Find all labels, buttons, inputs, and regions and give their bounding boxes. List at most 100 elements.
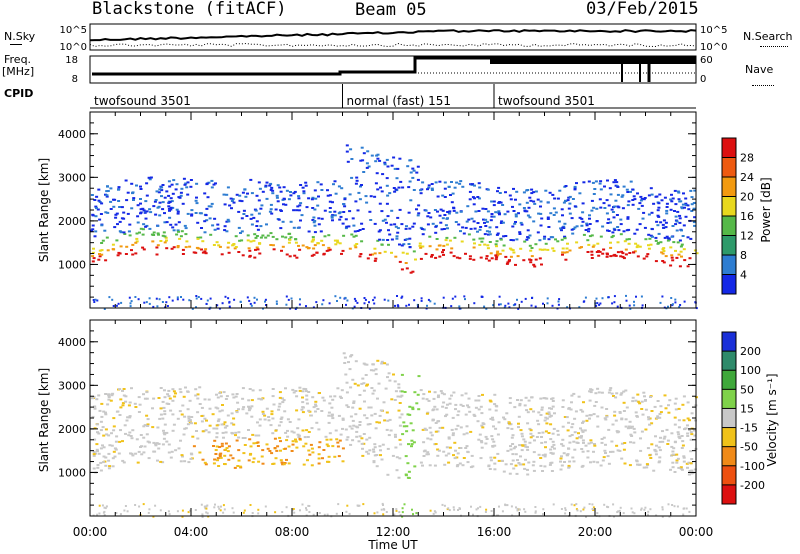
rti-cell	[631, 400, 635, 403]
rti-cell	[481, 426, 485, 429]
rti-cell	[173, 395, 177, 398]
rti-cell	[474, 210, 478, 213]
rti-cell	[176, 246, 180, 249]
rti-cell	[395, 508, 398, 511]
rti-cell	[423, 427, 427, 430]
rti-cell	[404, 227, 408, 230]
rti-cell	[174, 392, 177, 395]
rti-cell	[235, 411, 239, 414]
rti-cell	[543, 465, 547, 468]
rti-cell	[218, 392, 222, 395]
rti-cell	[205, 302, 208, 305]
rti-cell	[682, 455, 686, 458]
rti-cell	[217, 465, 221, 467]
rti-cell	[296, 226, 300, 229]
rti-cell	[328, 207, 332, 209]
rti-cell	[419, 389, 423, 392]
rti-cell	[319, 230, 323, 233]
rti-cell	[539, 464, 543, 467]
rti-cell	[352, 224, 356, 227]
rti-cell	[134, 252, 138, 255]
rti-cell	[404, 455, 408, 458]
rti-cell	[488, 226, 492, 229]
rti-cell	[293, 511, 296, 514]
rti-cell	[396, 227, 400, 230]
colorbar-swatch	[722, 351, 736, 371]
rti-cell	[670, 256, 674, 259]
rti-cell	[249, 178, 253, 181]
rti-cell	[454, 408, 457, 411]
rti-cell	[371, 392, 375, 395]
rti-cell	[686, 204, 690, 207]
rti-cell	[340, 252, 343, 255]
rti-cell	[271, 417, 275, 420]
rti-cell	[373, 443, 377, 446]
rti-cell	[595, 207, 599, 210]
rti-cell	[408, 237, 412, 240]
rti-cell	[190, 213, 194, 216]
rti-cell	[654, 453, 658, 456]
rti-cell	[631, 396, 635, 399]
rti-cell	[342, 234, 346, 237]
rti-cell	[588, 417, 591, 420]
rti-cell	[467, 397, 471, 400]
rti-cell	[632, 427, 636, 430]
rti-cell	[157, 233, 160, 236]
rti-cell	[525, 201, 529, 204]
rti-cell	[589, 461, 592, 464]
rti-cell	[491, 416, 494, 419]
rti-cell	[520, 449, 524, 452]
colorbar-swatch	[722, 332, 736, 352]
rti-cell	[213, 217, 217, 220]
rti-cell	[542, 397, 546, 400]
rti-cell	[99, 213, 103, 215]
rti-cell	[537, 432, 541, 434]
rti-cell	[289, 307, 292, 310]
rti-cell	[497, 421, 501, 424]
rti-cell	[122, 211, 126, 214]
rti-cell	[482, 423, 486, 426]
rti-cell	[433, 510, 436, 513]
rti-cell	[587, 243, 591, 246]
rti-cell	[447, 507, 450, 510]
rti-cell	[684, 215, 688, 218]
rti-cell	[498, 252, 502, 255]
rti-cell	[454, 449, 457, 452]
rti-cell	[106, 403, 110, 406]
rti-cell	[165, 402, 169, 405]
rti-cell	[544, 441, 547, 444]
rti-cell	[671, 259, 675, 262]
rti-cell	[408, 405, 412, 408]
rti-cell	[679, 304, 682, 306]
rti-cell	[307, 197, 311, 200]
rti-cell	[403, 391, 407, 393]
rti-cell	[528, 427, 532, 430]
rti-cell	[636, 393, 640, 396]
rti-cell	[251, 433, 255, 436]
rti-cell	[616, 241, 620, 244]
rti-cell	[676, 210, 680, 213]
rti-cell	[146, 425, 150, 427]
rti-cell	[312, 306, 315, 309]
rti-cell	[323, 235, 327, 238]
rti-cell	[232, 396, 236, 399]
rti-cell	[205, 207, 209, 210]
rti-cell	[675, 453, 679, 456]
rti-cell	[171, 299, 174, 302]
rti-cell	[204, 429, 208, 432]
rti-cell	[223, 203, 227, 206]
rti-cell	[431, 418, 435, 421]
rti-cell	[545, 417, 549, 420]
rti-cell	[297, 434, 301, 437]
rti-cell	[129, 435, 133, 437]
rti-cell	[142, 425, 146, 428]
rti-cell	[658, 413, 662, 415]
nsky-legend-line	[10, 44, 22, 45]
rti-cell	[111, 243, 115, 246]
rti-cell	[176, 298, 179, 301]
rti-cell	[586, 239, 590, 242]
rti-cell	[680, 229, 683, 232]
rti-cell	[330, 215, 334, 218]
colorbar-swatch	[722, 177, 736, 197]
